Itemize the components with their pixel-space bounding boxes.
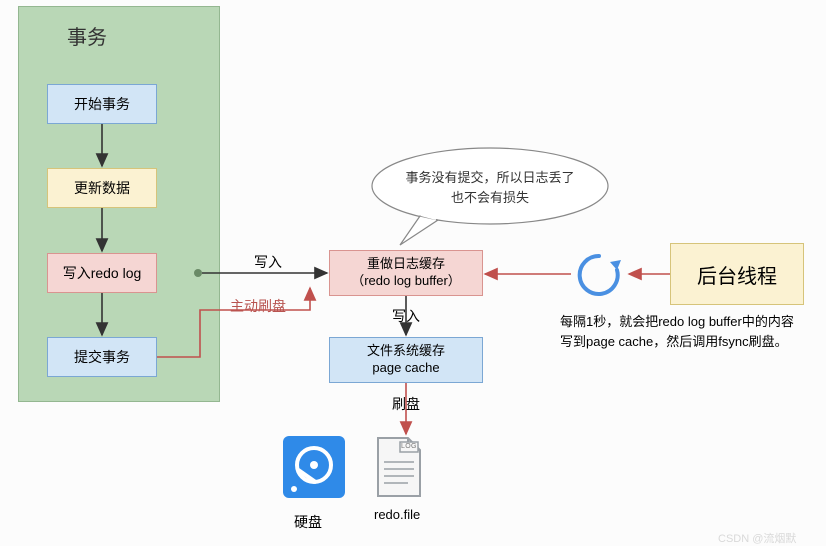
- bg-note-line1: 每隔1秒，就会把redo log buffer中的内容: [560, 312, 820, 332]
- label-write-in-1: 写入: [254, 252, 282, 272]
- file-icon: LOG: [372, 436, 424, 498]
- node-commit-tx-label: 提交事务: [74, 347, 130, 367]
- node-start-tx: 开始事务: [47, 84, 157, 124]
- node-start-tx-label: 开始事务: [74, 94, 130, 114]
- node-page-cache: 文件系统缓存 page cache: [329, 337, 483, 383]
- label-flush-disk: 刷盘: [392, 394, 420, 414]
- connector-dot: [194, 269, 202, 277]
- bg-note-line2: 写到page cache，然后调用fsync刷盘。: [560, 332, 820, 352]
- watermark: CSDN @流烟默: [718, 530, 796, 546]
- disk-label: 硬盘: [294, 512, 322, 532]
- redo-file-label: redo.file: [374, 507, 420, 522]
- node-commit-tx: 提交事务: [47, 337, 157, 377]
- label-bg-note: 每隔1秒，就会把redo log buffer中的内容 写到page cache…: [560, 312, 820, 351]
- node-redo-buffer-label2: （redo log buffer）: [351, 273, 461, 290]
- speech-line1: 事务没有提交，所以日志丢了: [380, 168, 600, 188]
- node-bg-thread: 后台线程: [670, 243, 804, 305]
- speech-line2: 也不会有损失: [380, 188, 600, 208]
- node-update-data: 更新数据: [47, 168, 157, 208]
- node-update-data-label: 更新数据: [74, 178, 130, 198]
- label-write-in-2: 写入: [392, 306, 420, 326]
- node-page-cache-label1: 文件系统缓存: [367, 343, 445, 360]
- refresh-icon: [574, 250, 624, 300]
- transaction-title: 事务: [67, 21, 107, 50]
- node-redo-buffer: 重做日志缓存 （redo log buffer）: [329, 250, 483, 296]
- node-page-cache-label2: page cache: [372, 360, 439, 377]
- node-write-redo-label: 写入redo log: [63, 263, 142, 283]
- file-log-badge: LOG: [401, 443, 417, 450]
- speech-bubble-text: 事务没有提交，所以日志丢了 也不会有损失: [380, 168, 600, 207]
- node-write-redo: 写入redo log: [47, 253, 157, 293]
- node-bg-thread-label: 后台线程: [697, 260, 777, 289]
- node-redo-buffer-label1: 重做日志缓存: [367, 256, 445, 273]
- disk-icon: [283, 436, 345, 498]
- label-active-flush: 主动刷盘: [230, 296, 286, 316]
